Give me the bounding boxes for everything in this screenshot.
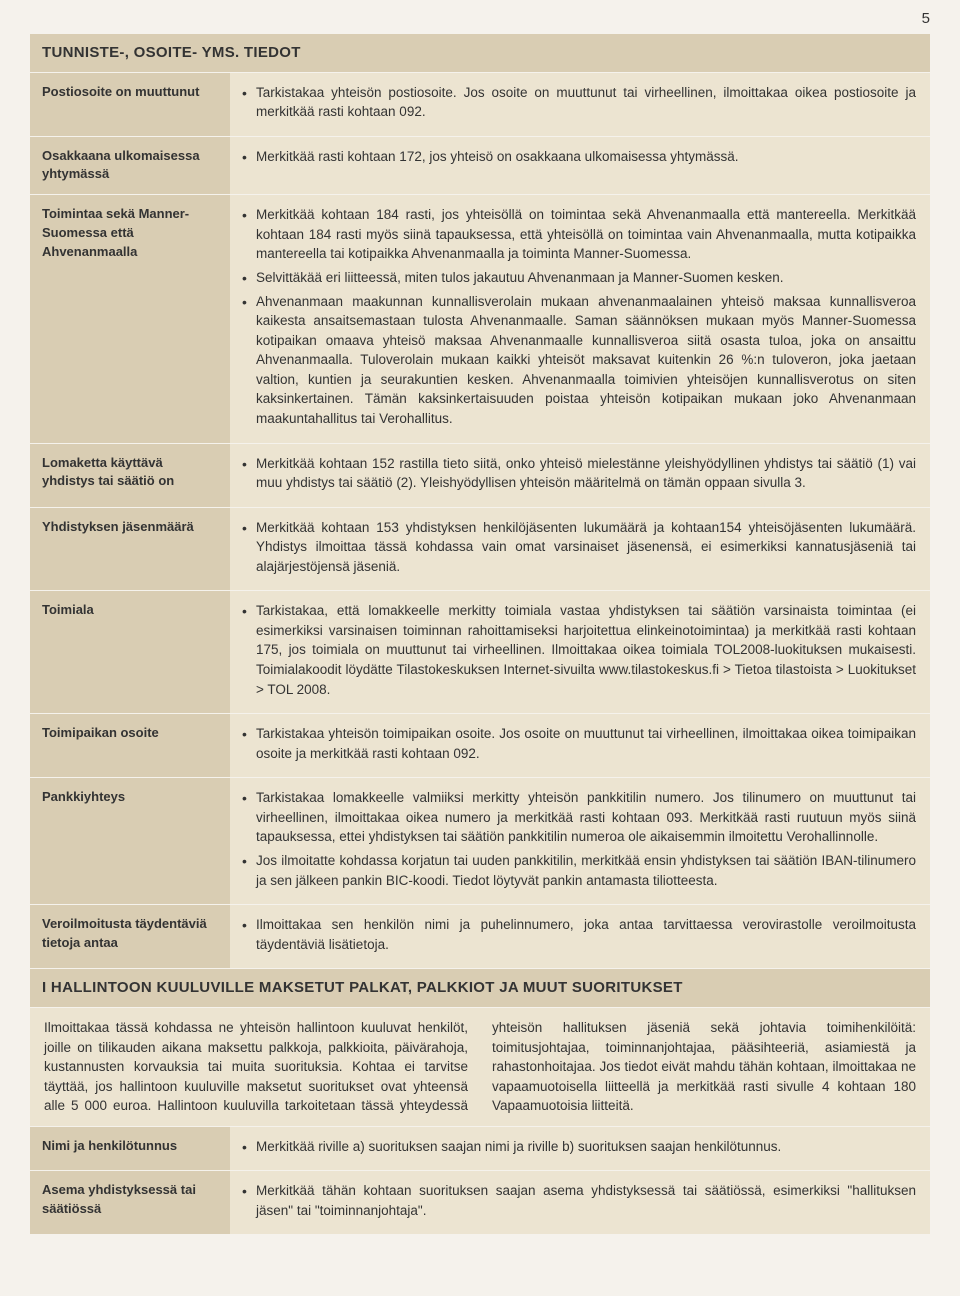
bullet-item: Merkitkää kohtaan 152 rastilla tieto sii…	[240, 454, 916, 493]
row-content: Tarkistakaa lomakkeelle valmiiksi merkit…	[230, 778, 930, 904]
table-row: Toimipaikan osoite Tarkistakaa yhteisön t…	[30, 714, 930, 777]
bullet-item: Ilmoittakaa sen henkilön nimi ja puhelin…	[240, 915, 916, 954]
row-label: Osakkaana ulkomaisessa yhtymässä	[30, 137, 230, 195]
row-content: Ilmoittakaa sen henkilön nimi ja puhelin…	[230, 905, 930, 968]
row-content: Merkitkää rasti kohtaan 172, jos yhteisö…	[230, 137, 930, 195]
row-content: Merkitkää tähän kohtaan suorituksen saaj…	[230, 1171, 930, 1234]
section-2-title: I HALLINTOON KUULUVILLE MAKSETUT PALKAT,…	[30, 969, 930, 1007]
bullet-item: Merkitkää rasti kohtaan 172, jos yhteisö…	[240, 147, 916, 167]
table-row: Lomaketta käyttävä yhdistys tai säätiö o…	[30, 444, 930, 507]
section-1-title: TUNNISTE-, OSOITE- YMS. TIEDOT	[30, 34, 930, 72]
row-content: Merkitkää riville a) suorituksen saajan …	[230, 1127, 930, 1171]
page-number: 5	[30, 0, 930, 34]
bullet-item: Merkitkää tähän kohtaan suorituksen saaj…	[240, 1181, 916, 1220]
row-label: Asema yhdistyksessä tai säätiössä	[30, 1171, 230, 1234]
bullet-item: Selvittäkää eri liitteessä, miten tulos …	[240, 268, 916, 288]
bullet-item: Tarkistakaa yhteisön toimipaikan osoite.…	[240, 724, 916, 763]
table-row: Asema yhdistyksessä tai säätiössä Merkitk…	[30, 1171, 930, 1234]
table-row: Osakkaana ulkomaisessa yhtymässä Merkitkä…	[30, 137, 930, 195]
row-label: Toimipaikan osoite	[30, 714, 230, 777]
bullet-item: Tarkistakaa yhteisön postiosoite. Jos os…	[240, 83, 916, 122]
table-row: Veroilmoitusta täydentäviä tietoja antaa…	[30, 905, 930, 968]
table-row: Nimi ja henkilötunnus Merkitkää riville a…	[30, 1127, 930, 1171]
row-label: Pankkiyhteys	[30, 778, 230, 904]
bullet-item: Merkitkää riville a) suorituksen saajan …	[240, 1137, 916, 1157]
row-label: Toimiala	[30, 591, 230, 713]
table-row: PankkiyhteysTarkistakaa lomakkeelle valm…	[30, 778, 930, 904]
row-content: Merkitkää kohtaan 152 rastilla tieto sii…	[230, 444, 930, 507]
row-content: Merkitkää kohtaan 153 yhdistyksen henkil…	[230, 508, 930, 591]
bullet-item: Tarkistakaa, että lomakkeelle merkitty t…	[240, 601, 916, 699]
row-content: Tarkistakaa yhteisön toimipaikan osoite.…	[230, 714, 930, 777]
bullet-item: Ahvenanmaan maakunnan kunnallisverolain …	[240, 292, 916, 429]
row-label: Veroilmoitusta täydentäviä tietoja antaa	[30, 905, 230, 968]
row-content: Tarkistakaa yhteisön postiosoite. Jos os…	[230, 73, 930, 136]
table-row: Toimintaa sekä Manner-Suomessa että Ahve…	[30, 195, 930, 442]
table-row: Yhdistyksen jäsenmääräMerkitkää kohtaan …	[30, 508, 930, 591]
table-row: ToimialaTarkistakaa, että lomakkeelle me…	[30, 591, 930, 713]
row-content: Merkitkää kohtaan 184 rasti, jos yhteisö…	[230, 195, 930, 442]
row-label: Nimi ja henkilötunnus	[30, 1127, 230, 1171]
section-2-intro: Ilmoittakaa tässä kohdassa ne yhteisön h…	[30, 1008, 930, 1126]
bullet-item: Tarkistakaa lomakkeelle valmiiksi merkit…	[240, 788, 916, 847]
row-label: Toimintaa sekä Manner-Suomessa että Ahve…	[30, 195, 230, 442]
bullet-item: Merkitkää kohtaan 184 rasti, jos yhteisö…	[240, 205, 916, 264]
row-label: Lomaketta käyttävä yhdistys tai säätiö o…	[30, 444, 230, 507]
bullet-item: Jos ilmoitatte kohdassa korjatun tai uud…	[240, 851, 916, 890]
bullet-item: Merkitkää kohtaan 153 yhdistyksen henkil…	[240, 518, 916, 577]
row-label: Yhdistyksen jäsenmäärä	[30, 508, 230, 591]
table-row: Postiosoite on muuttunut Tarkistakaa yhte…	[30, 73, 930, 136]
row-label: Postiosoite on muuttunut	[30, 73, 230, 136]
row-content: Tarkistakaa, että lomakkeelle merkitty t…	[230, 591, 930, 713]
